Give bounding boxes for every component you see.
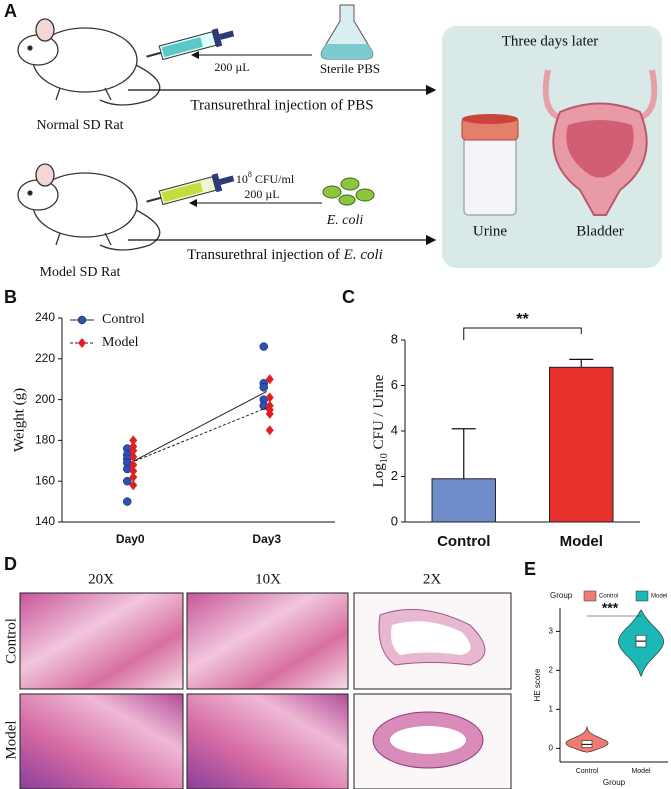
panel-label: D — [4, 554, 17, 574]
dose: 200 µL — [214, 60, 249, 74]
legend-swatch — [583, 590, 597, 602]
legend-label: Control — [102, 312, 145, 327]
y-tick-label: 160 — [35, 473, 55, 487]
panel-label: A — [4, 1, 17, 21]
syringe — [146, 28, 235, 61]
route: Transurethral injection of PBS — [190, 97, 373, 113]
y-axis-label: HE score — [533, 668, 542, 701]
dose-exp: 8 — [248, 170, 252, 179]
point — [265, 425, 274, 436]
y-tick-label: 2 — [549, 665, 554, 674]
mean-line — [130, 390, 267, 464]
bacteria — [322, 177, 375, 206]
point — [129, 466, 138, 476]
row-label: Control — [3, 618, 19, 664]
point — [259, 342, 268, 351]
point — [129, 480, 138, 491]
point — [77, 315, 87, 325]
panel-label: E — [524, 559, 536, 579]
row-label: Model — [3, 720, 19, 759]
syringe — [146, 173, 235, 206]
histology-images — [19, 592, 512, 789]
y-label-prefix: Log — [371, 463, 387, 488]
violin — [565, 725, 609, 753]
point — [265, 408, 274, 419]
y-tick-label: 3 — [549, 627, 554, 636]
route: Transurethral injection of E. coli — [187, 247, 383, 263]
y-tick-label: 2 — [391, 468, 398, 483]
point — [129, 451, 138, 462]
significance-label: *** — [602, 600, 619, 616]
x-tick-label: Control — [576, 768, 599, 775]
column-label: 10X — [255, 571, 281, 587]
sample-label: Urine — [473, 223, 507, 239]
dose-base: 10 — [236, 172, 248, 186]
flask — [320, 4, 374, 60]
agent: Sterile PBS — [320, 61, 380, 76]
bar — [549, 366, 614, 523]
point — [129, 445, 138, 456]
point — [265, 374, 274, 385]
point — [265, 392, 274, 403]
mouse-model — [17, 163, 161, 251]
y-tick-label: 4 — [391, 422, 398, 437]
point — [123, 497, 132, 506]
bladder — [542, 69, 658, 216]
column-label: 2X — [423, 571, 442, 587]
dose: 108 CFU/ml — [236, 170, 295, 186]
y-tick-label: 220 — [35, 351, 55, 365]
legend-label: Model — [651, 594, 667, 600]
mouse-normal — [17, 18, 161, 106]
y-tick-label: 240 — [35, 310, 55, 324]
y-tick-label: 6 — [391, 377, 398, 392]
y-label-suffix: CFU / Urine — [371, 374, 387, 453]
dose-unit: CFU/ml — [252, 172, 295, 186]
dose: 200 µL — [244, 187, 279, 201]
route-prefix: Transurethral injection of — [187, 247, 344, 263]
route-agent: E. coli — [343, 247, 383, 263]
legend-title: Group — [550, 591, 573, 600]
x-axis-label: Group — [603, 778, 626, 787]
panel-label: C — [342, 287, 355, 307]
x-tick-label: Model — [631, 768, 651, 775]
sample-label: Bladder — [576, 223, 623, 239]
significance-bracket — [463, 327, 582, 340]
agent: E. coli — [326, 213, 364, 228]
x-tick-label: Day0 — [116, 532, 145, 546]
point — [129, 459, 138, 470]
point — [129, 435, 138, 446]
y-tick-label: 140 — [35, 514, 55, 528]
mean-line — [130, 407, 267, 464]
point — [123, 476, 132, 486]
significance-label: ** — [516, 311, 529, 328]
animal: Normal SD Rat — [36, 118, 123, 133]
animal: Model SD Rat — [40, 265, 121, 280]
y-tick-label: 0 — [549, 743, 554, 752]
legend-label: Control — [599, 594, 618, 600]
y-tick-label: 180 — [35, 433, 55, 447]
bar — [431, 478, 496, 523]
y-axis-label: Log10 CFU / Urine — [371, 374, 390, 487]
y-tick-label: 0 — [391, 513, 398, 528]
point — [259, 383, 268, 392]
outcome-title: Three days later — [502, 33, 599, 49]
urine-cup — [461, 114, 519, 216]
panel-label: B — [4, 287, 17, 307]
legend-swatch — [635, 590, 649, 602]
y-axis-label: Weight (g) — [11, 388, 27, 452]
column-label: 20X — [88, 571, 114, 587]
y-tick-label: 200 — [35, 392, 55, 406]
x-tick-label: Day3 — [252, 532, 281, 546]
x-tick-label: Control — [437, 533, 490, 550]
y-tick-label: 1 — [549, 704, 554, 713]
legend-label: Model — [102, 335, 139, 350]
y-label-sub: 10 — [379, 453, 390, 463]
y-tick-label: 8 — [391, 331, 398, 346]
x-tick-label: Model — [560, 533, 603, 550]
point — [129, 472, 138, 483]
point — [78, 338, 86, 348]
